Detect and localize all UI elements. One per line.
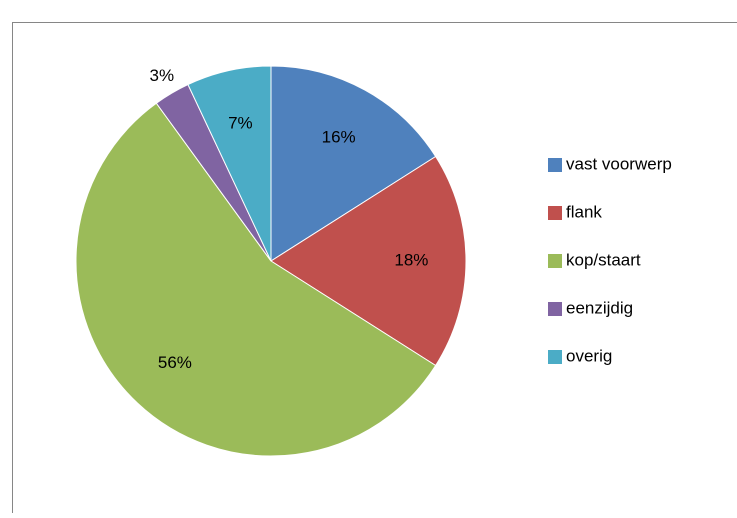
data-label: 16% [322, 127, 356, 146]
data-label: 18% [394, 250, 428, 269]
legend-label: overig [566, 346, 612, 365]
legend-label: eenzijdig [566, 298, 633, 317]
data-label: 56% [158, 353, 192, 372]
legend-swatch [548, 206, 562, 220]
data-label: 7% [228, 113, 253, 132]
legend-swatch [548, 350, 562, 364]
legend-swatch [548, 254, 562, 268]
legend-swatch [548, 302, 562, 316]
legend-label: flank [566, 202, 602, 221]
legend-swatch [548, 158, 562, 172]
legend-label: kop/staart [566, 250, 641, 269]
legend-label: vast voorwerp [566, 154, 672, 173]
data-label: 3% [150, 66, 175, 85]
